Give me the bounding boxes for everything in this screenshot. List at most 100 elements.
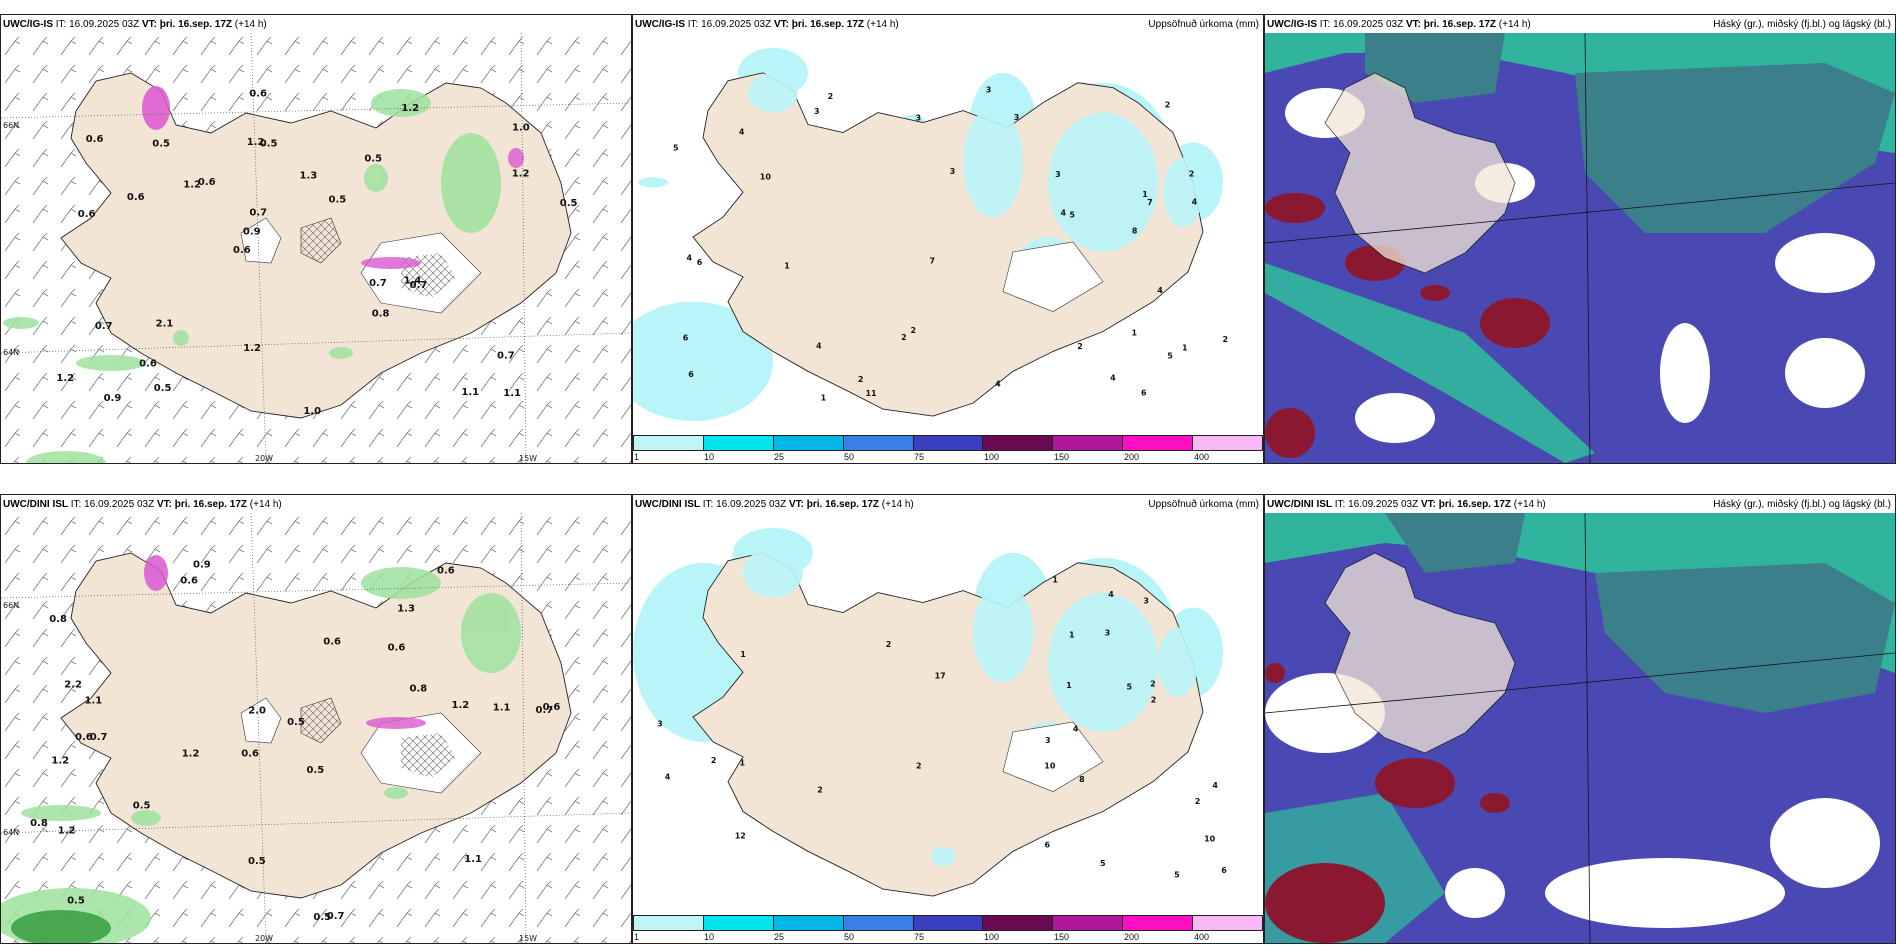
colorbar-tick-cell: 50 — [843, 452, 913, 462]
colorbar-tick-label: 200 — [1124, 452, 1140, 462]
wind-green-areas — [3, 89, 501, 463]
glacier — [300, 217, 342, 264]
model-name: UWC/DINI ISL — [3, 499, 68, 510]
map-value-label: 2 — [858, 375, 864, 384]
vt-label: VT: — [141, 19, 157, 30]
map-value-label: 2 — [911, 326, 917, 335]
map-value-label: 0.7 — [90, 732, 108, 743]
map-value-label: 1.3 — [397, 604, 415, 615]
map-value-label: 0.6 — [78, 209, 96, 220]
it-label: IT: — [55, 19, 67, 30]
lead-time: (+14 h) — [234, 19, 267, 30]
map-value-label: 7 — [930, 256, 936, 265]
model-name: UWC/DINI ISL — [635, 499, 700, 510]
map-value-label: 0.6 — [127, 192, 145, 203]
colorbar-tick-label: 10 — [704, 452, 715, 462]
map-value-label: 1 — [1182, 344, 1188, 353]
colorbar-tick-label: 50 — [844, 452, 855, 462]
map-value-label: 0.6 — [198, 177, 216, 188]
glacier — [300, 697, 342, 744]
colorbar-ticks: 1 10 25 50 75 100 150 200 400 — [633, 452, 1263, 462]
colorbar-tick-label: 50 — [844, 932, 855, 942]
map-value-label: 5 — [1069, 210, 1075, 219]
map-value-label: 3 — [1105, 629, 1111, 638]
map-value-label: 3 — [1014, 113, 1020, 122]
colorbar-segment — [843, 435, 914, 451]
colorbar-segment — [1123, 435, 1194, 451]
colorbar-tick-cell: 150 — [1053, 452, 1123, 462]
map-value-label: 2.1 — [156, 319, 174, 330]
map-value-label: 5 — [1174, 871, 1180, 880]
colorbar-segment — [1123, 915, 1194, 931]
map-value-label: 2 — [1195, 797, 1201, 806]
colorbar-tick-label: 200 — [1124, 932, 1140, 942]
it-label: IT: — [1319, 19, 1331, 30]
model-name: UWC/IG-IS — [635, 19, 685, 30]
map-value-label: 0.6 — [543, 702, 561, 713]
map-value-label: 0.9 — [193, 560, 211, 571]
it-label: IT: — [702, 499, 714, 510]
colorbar-tick-label: 25 — [774, 932, 785, 942]
lon-tick: 20W — [255, 934, 273, 943]
map-value-label: 3 — [657, 719, 663, 728]
map-value-label: 4 — [739, 128, 745, 137]
map-value-label: 3 — [916, 114, 922, 123]
it-value: 16.09.2025 03Z — [1333, 19, 1404, 30]
map-value-label: 4 — [1110, 374, 1116, 383]
map-value-label: 0.5 — [307, 765, 325, 776]
colorbar-tick-cell: 400 — [1193, 932, 1263, 942]
colorbar-segment — [703, 915, 774, 931]
colorbar-segment — [913, 435, 984, 451]
map-value-label: 2 — [828, 92, 834, 101]
map-value-label: 1.3 — [300, 170, 318, 181]
vt-value: þri. 16.sep. 17Z — [806, 499, 880, 510]
map-value-label: 1.2 — [247, 137, 265, 148]
map-value-label: 1.1 — [493, 702, 511, 713]
map-value-label: 2 — [886, 640, 892, 649]
map-value-label: 0.6 — [139, 359, 157, 370]
cloud-map[interactable] — [1265, 33, 1895, 463]
map-value-label: 10 — [1044, 762, 1056, 771]
precip-map[interactable]: 10 4 5 2 6 3 2 17 10 5 4 3 4 8 2 5 3 2 4 2 2 3 1 1 2 12 1 1 6 1 — [633, 513, 1263, 913]
colorbar-tick-cell: 200 — [1123, 932, 1193, 942]
colorbar-tick-cell: 400 — [1193, 452, 1263, 462]
map-value-label: 0.5 — [313, 912, 331, 923]
colorbar-segment — [1193, 915, 1263, 931]
colorbar-tick-cell: 1 — [633, 452, 703, 462]
grid-lines — [1265, 33, 1895, 463]
map-value-label: 7 — [1147, 198, 1153, 207]
gust-area — [508, 148, 524, 168]
cloud-mid-band — [1265, 33, 1895, 153]
colorbar-segment — [1053, 915, 1124, 931]
cloud-mid-band — [1265, 513, 1895, 673]
map-value-label: 0.6 — [233, 245, 251, 256]
it-value: 16.09.2025 03Z — [1348, 499, 1419, 510]
map-value-label: 5 — [1127, 683, 1133, 692]
colorbar-tick-label: 150 — [1054, 932, 1070, 942]
map-value-label: 0.7 — [249, 207, 267, 218]
colorbar-segment — [773, 915, 844, 931]
map-value-label: 1.1 — [461, 387, 479, 398]
gust-area — [142, 86, 170, 130]
colorbar-tick-label: 1 — [634, 932, 640, 942]
lon-tick: 20W — [255, 454, 273, 463]
vt-label: VT: — [773, 19, 789, 30]
map-value-label: 4 — [1157, 286, 1163, 295]
vt-value: þri. 16.sep. 17Z — [159, 19, 233, 30]
vt-value: þri. 16.sep. 17Z — [1438, 499, 1512, 510]
map-value-label: 0.5 — [329, 195, 347, 206]
map-value-label: 1.0 — [512, 122, 530, 133]
precip-map-svg: 1213621421045811645327464422333212174453… — [633, 33, 1263, 433]
map-value-label: 2 — [817, 785, 823, 794]
map-value-label: 0.6 — [241, 749, 259, 760]
cloud-map[interactable] — [1265, 513, 1895, 943]
wind-map[interactable]: 0.9 1.3 0.7 0.6 0.5 0.7 0.8 0.6 1.2 0.6 0.5 0.5 0.6 1… — [1, 513, 631, 943]
colorbar-tick-cell: 50 — [843, 932, 913, 942]
wind-map[interactable]: 1.1 0.6 1.0 0.6 0.5 0.9 1.2 1.3 0.7 0.6 1.2 0.6 0.5 0… — [1, 33, 631, 463]
map-value-label: 2 — [1150, 679, 1156, 688]
panel-header: UWC/IG-IS IT: 16.09.2025 03Z VT: þri. 16… — [1267, 19, 1531, 30]
precip-map[interactable]: 1 2 1 3 6 2 1 4 2 10 4 5 8 11 6 4 5 3 2 7 4 6 4 4 2 2 3 3 3 2 1 2 1 7 4 4 5 3… — [633, 33, 1263, 433]
colorbar: 1 10 25 50 75 100 150 200 400 — [633, 915, 1263, 943]
model-name: UWC/IG-IS — [3, 19, 53, 30]
map-value-label: 0.5 — [67, 895, 85, 906]
